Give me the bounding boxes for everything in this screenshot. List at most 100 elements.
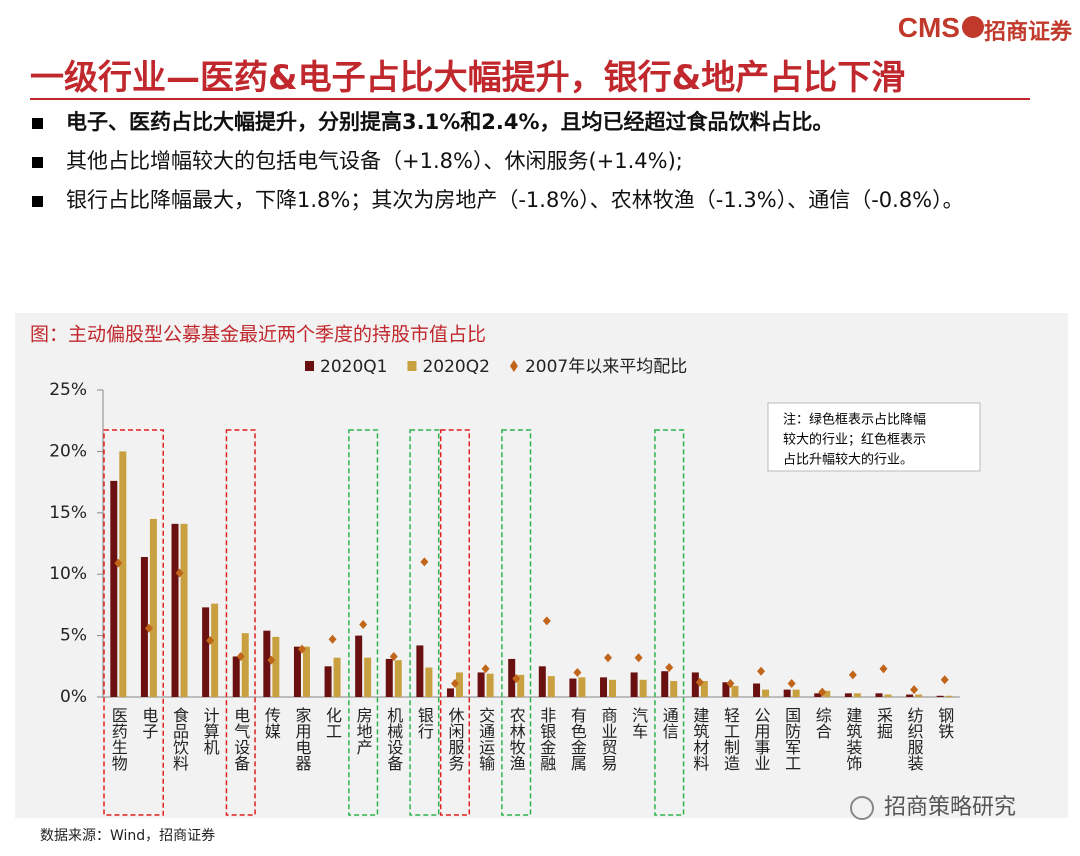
bar — [394, 660, 402, 697]
marker — [542, 616, 551, 626]
x-tick-label: 房地产 — [354, 707, 373, 755]
x-tick-label: 钢铁 — [935, 707, 954, 739]
note-line: 注：绿色框表示占比降幅 — [783, 412, 926, 428]
bar — [149, 518, 157, 697]
bar — [302, 646, 310, 697]
bar — [355, 635, 363, 697]
bar — [446, 688, 454, 697]
title-rule — [30, 98, 1030, 100]
x-tick-label: 电子 — [139, 707, 158, 739]
bar — [272, 636, 280, 697]
bar — [364, 657, 372, 697]
x-tick-label: 家用电器 — [292, 707, 311, 771]
marker — [297, 644, 306, 654]
y-tick-label: 20% — [49, 441, 87, 461]
bar — [814, 693, 822, 697]
bar — [936, 695, 944, 697]
legend-swatch — [509, 360, 518, 372]
x-tick-label: 计算机 — [201, 707, 220, 756]
bar — [455, 672, 463, 697]
highlight-box — [409, 429, 440, 816]
bar — [477, 672, 485, 697]
bar — [906, 694, 914, 697]
marker — [787, 678, 796, 688]
bar — [333, 657, 341, 697]
highlight-box — [348, 429, 379, 816]
bar — [630, 672, 638, 697]
bar — [578, 677, 586, 697]
x-tick-label: 传媒 — [262, 707, 281, 739]
x-tick-label: 公用事业 — [752, 707, 771, 771]
note-line: 占比升幅较大的行业。 — [783, 452, 913, 468]
bar — [171, 523, 179, 697]
x-tick-label: 商业贸易 — [599, 707, 618, 772]
bar — [425, 667, 433, 697]
marker — [236, 651, 245, 661]
bar — [241, 633, 249, 697]
chart-title: 图：主动偏股型公募基金最近两个季度的持股市值占比 — [30, 324, 486, 346]
marker — [389, 651, 398, 661]
legend-swatch — [305, 361, 314, 371]
note-line: 较大的行业；红色框表示 — [783, 432, 926, 448]
marker — [757, 666, 766, 676]
logo-name: 招商证券 — [983, 20, 1072, 45]
bar — [180, 523, 188, 697]
marker — [512, 674, 521, 684]
bar — [508, 658, 516, 697]
marker — [573, 667, 582, 677]
highlight-box — [103, 429, 164, 816]
marker — [450, 678, 459, 688]
bar — [140, 557, 148, 697]
logo-brand: CMS — [897, 12, 960, 43]
x-tick-label: 非银金融 — [537, 707, 556, 772]
bar — [853, 693, 861, 697]
bar — [691, 672, 699, 697]
wechat-icon — [850, 796, 874, 820]
bar — [202, 607, 210, 697]
bar — [609, 679, 617, 697]
bullet: 电子、医药占比大幅提升，分别提高3.1%和2.4%，且均已经超过食品饮料占比。 — [30, 105, 1060, 140]
legend-swatch — [407, 361, 417, 371]
bar — [110, 480, 118, 697]
marker — [848, 670, 857, 680]
marker — [910, 685, 919, 695]
y-tick-label: 10% — [49, 564, 87, 584]
bar — [783, 689, 791, 697]
x-tick-label: 农林牧渔 — [507, 707, 526, 771]
bar — [600, 677, 608, 697]
x-tick-label: 电气设备 — [231, 707, 250, 771]
bar — [875, 693, 883, 697]
marker — [481, 664, 490, 674]
x-tick-label: 有色金属 — [568, 707, 587, 771]
watermark: 招商策略研究 — [884, 795, 1016, 820]
bar — [823, 690, 831, 697]
bar — [324, 666, 332, 697]
y-tick-label: 15% — [49, 503, 87, 523]
y-tick-label: 25% — [49, 380, 87, 400]
marker — [879, 664, 888, 674]
marker — [818, 687, 827, 697]
y-tick-label: 0% — [60, 687, 87, 707]
x-tick-label: 银行 — [415, 707, 434, 740]
bar — [639, 679, 647, 697]
note-box — [767, 402, 981, 472]
marker — [144, 623, 153, 633]
x-tick-label: 国防军工 — [782, 707, 801, 771]
x-tick-label: 采掘 — [874, 707, 893, 740]
bullet: 银行占比降幅最大，下降1.8%；其次为房地产（-1.8%）、农林牧渔（-1.3%… — [30, 183, 1060, 218]
marker — [359, 620, 368, 630]
logo-badge — [962, 16, 984, 38]
bar — [670, 681, 678, 697]
x-tick-label: 医药生物 — [109, 707, 128, 772]
slide-title: 一级行业—医药&电子占比大幅提升，银行&地产占比下滑 — [30, 58, 906, 98]
bar — [232, 656, 240, 697]
bar — [119, 451, 127, 697]
marker — [206, 636, 215, 646]
marker — [267, 655, 276, 665]
legend-label: 2007年以来平均配比 — [525, 357, 687, 377]
bullet: 其他占比增幅较大的包括电气设备（+1.8%）、休闲服务(+1.4%); — [30, 144, 1060, 179]
x-tick-label: 食品饮料 — [170, 707, 189, 771]
bar — [547, 676, 555, 697]
bar — [538, 666, 546, 697]
